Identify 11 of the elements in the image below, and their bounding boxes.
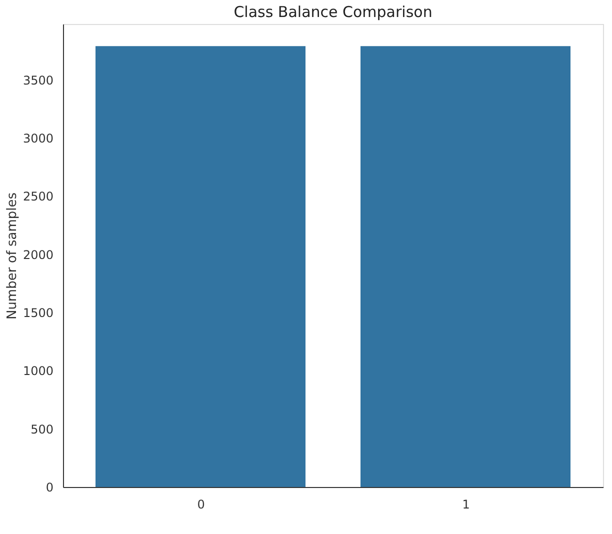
y-tick-label: 3000 [22, 132, 54, 146]
y-tick-label: 2500 [22, 190, 54, 204]
chart-title: Class Balance Comparison [234, 3, 432, 21]
x-tick-label: 1 [462, 498, 470, 512]
y-tick-label: 1500 [22, 306, 54, 320]
y-axis-title: Number of samples [4, 192, 20, 320]
y-tick-label: 0 [46, 480, 54, 494]
y-tick-label: 2000 [22, 248, 54, 262]
y-tick-label: 500 [30, 422, 54, 436]
y-tick-label: 1000 [22, 364, 54, 378]
y-tick-label: 3500 [22, 73, 54, 88]
